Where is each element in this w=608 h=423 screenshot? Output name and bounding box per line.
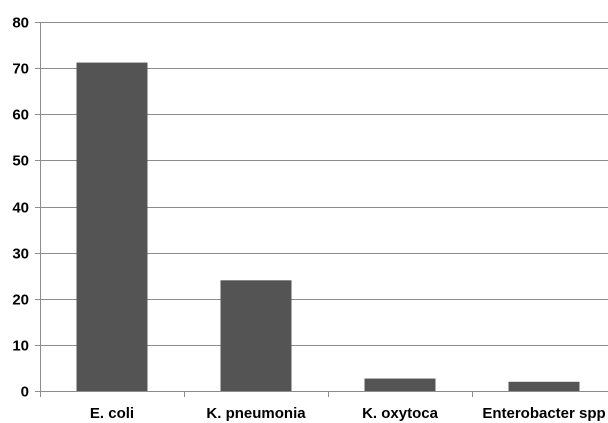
bar-k-pneumonia — [220, 280, 292, 391]
y-tick-label: 10 — [12, 338, 29, 355]
y-tick-label: 40 — [12, 200, 29, 217]
y-tick-label: 80 — [12, 15, 29, 32]
bars — [76, 62, 580, 392]
category-label: K. oxytoca — [362, 405, 439, 422]
category-label: Enterobacter spp — [482, 405, 605, 422]
y-tick-label: 30 — [12, 246, 29, 263]
y-tick-label: 20 — [12, 292, 29, 309]
bar-k-oxytoca — [364, 378, 436, 391]
y-tick-label: 50 — [12, 153, 29, 170]
category-label: K. pneumonia — [206, 405, 306, 422]
y-tick-label: 0 — [21, 384, 29, 401]
y-tick-labels: 0 10 20 30 40 50 60 70 80 — [12, 15, 29, 401]
bar-enterobacter-spp — [508, 381, 580, 391]
y-tick-label: 70 — [12, 61, 29, 78]
category-label: E. coli — [90, 405, 134, 422]
y-tick-label: 60 — [12, 107, 29, 124]
category-labels: E. coli K. pneumonia K. oxytoca Enterobacte… — [90, 405, 606, 422]
bar-e-coli — [76, 62, 148, 392]
axes — [35, 22, 608, 397]
